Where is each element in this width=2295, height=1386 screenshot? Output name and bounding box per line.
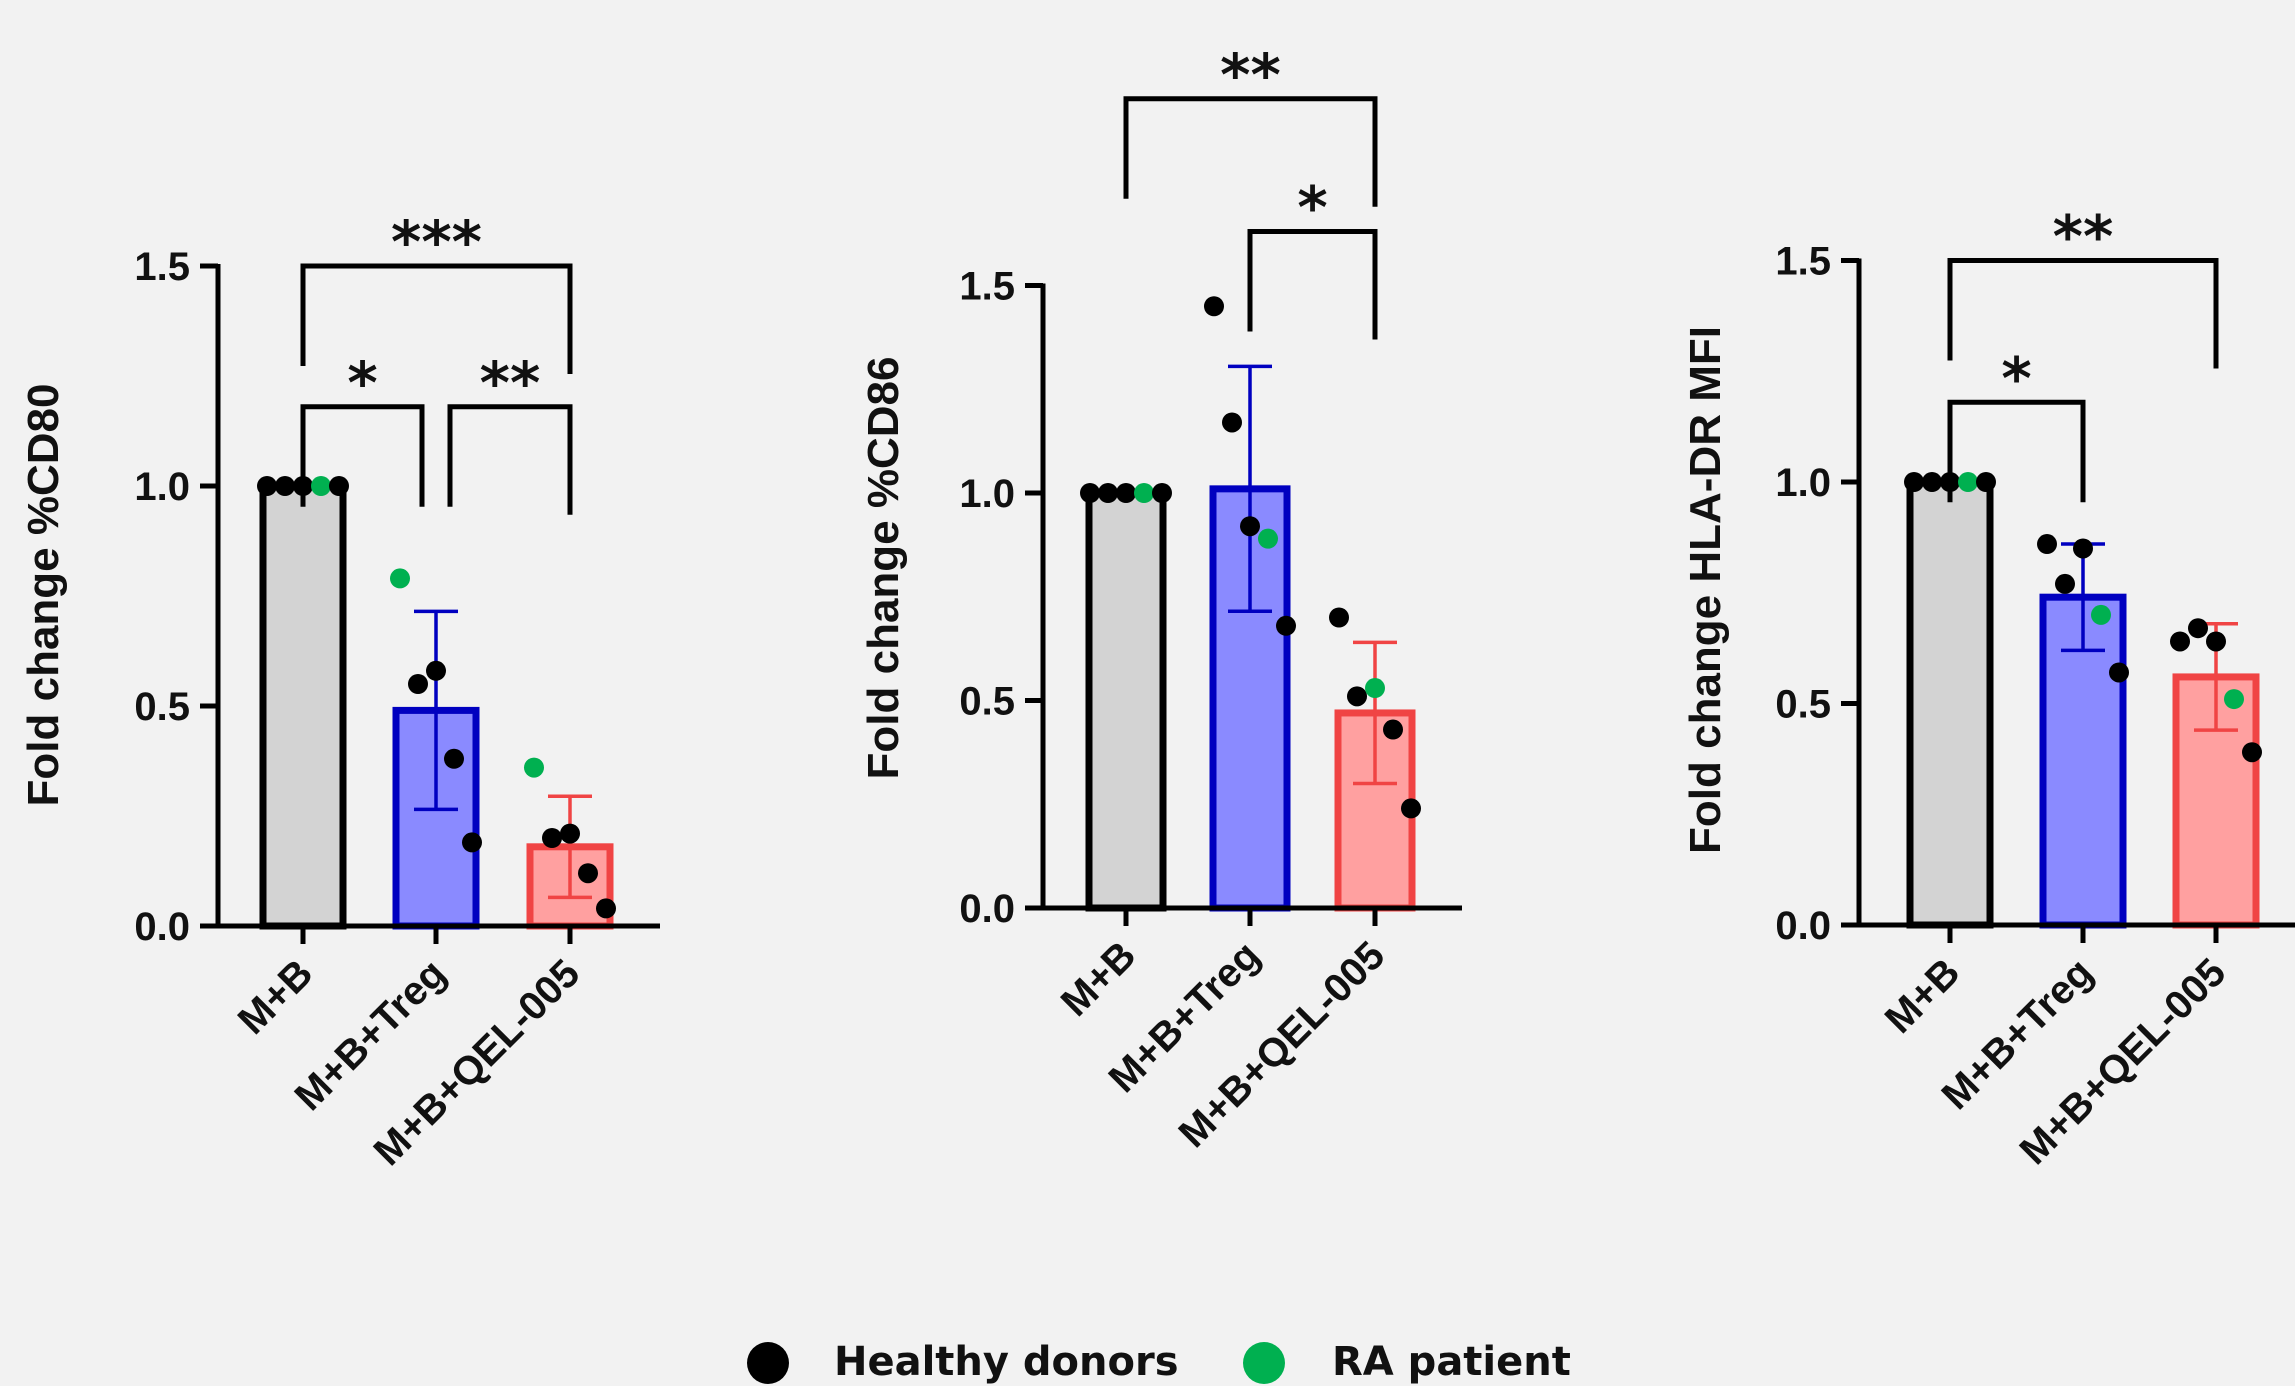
significance-bracket: ** xyxy=(1123,41,1378,207)
significance-bracket: * xyxy=(300,349,425,507)
point-healthy-donor xyxy=(408,674,428,694)
error-bar-mb-treg xyxy=(1228,364,1272,614)
point-healthy-donor xyxy=(1152,483,1172,503)
panel-hla-dr: Fold change HLA-DR MFI0.00.51.01.5M+BM+B… xyxy=(1681,203,2295,1173)
x-tick-label-mb: M+B xyxy=(1053,933,1145,1025)
significance-label: * xyxy=(347,349,377,417)
point-healthy-donor xyxy=(329,476,349,496)
point-ra-patient xyxy=(1258,528,1278,549)
point-healthy-donor xyxy=(2037,534,2057,555)
point-healthy-donor xyxy=(1276,615,1296,636)
significance-bracket: ** xyxy=(1947,203,2219,369)
y-tick-label: 1.0 xyxy=(959,472,1015,516)
point-healthy-donor xyxy=(2055,573,2075,594)
point-ra-patient xyxy=(524,757,544,778)
y-tick-label: 1.5 xyxy=(959,265,1015,309)
point-healthy-donor xyxy=(257,476,277,496)
y-axis-label: Fold change %CD80 xyxy=(19,384,68,807)
y-tick-label: 1.5 xyxy=(1775,240,1831,284)
legend-marker-ra-patient xyxy=(1243,1342,1285,1384)
bar-mb xyxy=(1085,489,1167,912)
point-healthy-donor xyxy=(1098,483,1118,503)
error-bar-mb-qel-005 xyxy=(548,794,592,900)
y-tick-label: 1.0 xyxy=(1775,461,1831,505)
significance-label: * xyxy=(2001,344,2031,412)
bar-mb xyxy=(259,482,347,930)
point-healthy-donor xyxy=(1222,412,1242,433)
point-ra-patient xyxy=(1365,678,1385,699)
point-ra-patient xyxy=(2091,604,2111,625)
significance-bracket: ** xyxy=(447,349,573,515)
legend-label-healthy-donors: Healthy donors xyxy=(834,1339,1179,1385)
point-healthy-donor xyxy=(2188,618,2208,639)
y-tick-label: 0.5 xyxy=(959,680,1015,724)
significance-label: ** xyxy=(1220,41,1281,109)
legend-label-ra-patient: RA patient xyxy=(1332,1339,1571,1385)
y-tick-label: 0.5 xyxy=(134,685,190,729)
point-healthy-donor xyxy=(1116,483,1136,503)
point-ra-patient xyxy=(2224,689,2244,710)
point-ra-patient xyxy=(1134,483,1154,503)
y-tick-label: 0.5 xyxy=(1775,683,1831,727)
point-healthy-donor xyxy=(1329,607,1349,628)
y-tick-label: 1.5 xyxy=(134,245,190,289)
y-tick-label: 0.0 xyxy=(959,887,1015,931)
x-tick-label-mb: M+B xyxy=(230,951,322,1043)
point-healthy-donor xyxy=(275,476,295,496)
x-tick-label-mb: M+B xyxy=(1877,950,1969,1042)
significance-bracket: *** xyxy=(300,208,573,374)
y-tick-label: 1.0 xyxy=(134,465,190,509)
y-axis-label: Fold change HLA-DR MFI xyxy=(1681,326,1730,854)
point-healthy-donor xyxy=(2109,662,2129,683)
significance-label: ** xyxy=(2053,203,2114,271)
point-healthy-donor xyxy=(542,828,562,848)
point-healthy-donor xyxy=(2170,631,2190,652)
bar-mb xyxy=(1906,478,1994,929)
error-bar-mb-treg xyxy=(414,609,458,812)
significance-bracket: * xyxy=(1247,174,1378,340)
panel-cd80: Fold change %CD800.00.51.01.5M+BM+B+Treg… xyxy=(19,208,660,1174)
significance-label: *** xyxy=(391,208,482,276)
point-ra-patient xyxy=(1958,472,1978,492)
point-healthy-donor xyxy=(2073,538,2093,559)
point-healthy-donor xyxy=(1080,483,1100,503)
point-healthy-donor xyxy=(2206,631,2226,652)
point-healthy-donor xyxy=(2242,742,2262,763)
point-healthy-donor xyxy=(1976,472,1996,492)
point-healthy-donor xyxy=(1204,296,1224,317)
point-healthy-donor xyxy=(462,832,482,853)
point-healthy-donor xyxy=(560,823,580,844)
y-tick-label: 0.0 xyxy=(134,905,190,949)
error-bar-mb-qel-005 xyxy=(1353,640,1397,786)
point-healthy-donor xyxy=(1347,686,1367,707)
point-healthy-donor xyxy=(1922,472,1942,492)
point-healthy-donor xyxy=(444,748,464,769)
panel-cd86: Fold change %CD860.00.51.01.5M+BM+B+Treg… xyxy=(859,41,1462,1156)
significance-label: ** xyxy=(480,349,541,417)
point-healthy-donor xyxy=(578,863,598,884)
legend-marker-healthy-donors xyxy=(747,1342,789,1384)
y-axis-label: Fold change %CD86 xyxy=(859,357,908,780)
point-healthy-donor xyxy=(426,660,446,681)
point-healthy-donor xyxy=(1383,719,1403,740)
legend: Healthy donors RA patient xyxy=(747,1339,1571,1385)
point-healthy-donor xyxy=(596,898,616,919)
point-healthy-donor xyxy=(1904,472,1924,492)
point-healthy-donor xyxy=(1401,798,1421,819)
y-tick-label: 0.0 xyxy=(1775,904,1831,948)
significance-bracket: * xyxy=(1947,344,2086,503)
significance-label: * xyxy=(1297,174,1327,242)
point-ra-patient xyxy=(311,476,331,496)
point-healthy-donor xyxy=(1240,516,1260,537)
point-ra-patient xyxy=(390,568,410,589)
